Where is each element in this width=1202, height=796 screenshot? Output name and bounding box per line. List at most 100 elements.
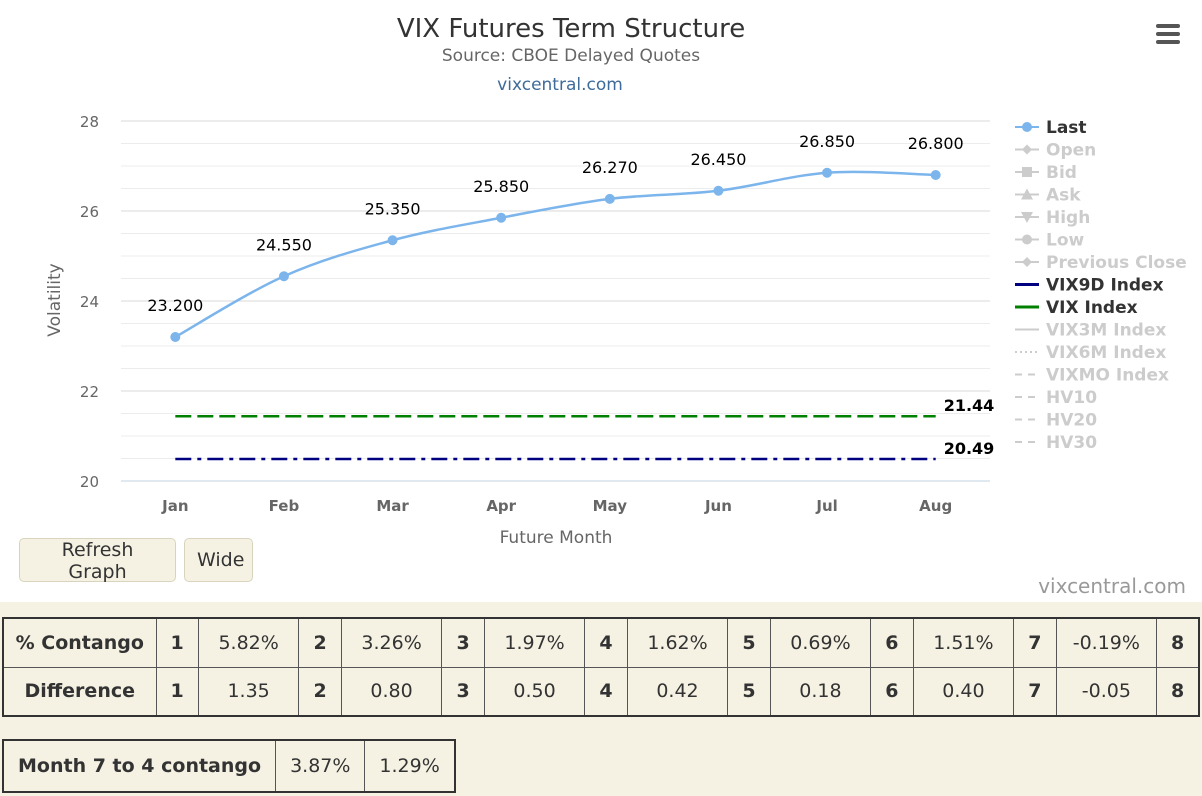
refresh-graph-button[interactable]: Refresh Graph: [19, 538, 176, 583]
legend-label: VIX3M Index: [1046, 321, 1166, 341]
contango-table: % Contango 1 5.82% 2 3.26% 3 1.97% 4 1.62% 5 0.69%…: [2, 617, 1200, 717]
table-cell: 0.69%: [769, 617, 872, 668]
legend-item[interactable]: VIX9D Index: [1015, 276, 1164, 296]
table-cell: 5.82%: [197, 617, 300, 668]
data-label: 25.850: [473, 177, 529, 196]
x-tick-label: Jul: [815, 497, 837, 515]
month-contango-value: 3.87%: [275, 739, 366, 793]
data-point: [822, 167, 833, 178]
legend-item[interactable]: VIX6M Index: [1015, 343, 1166, 363]
y-tick-label: 24: [80, 293, 99, 311]
legend-label: Bid: [1046, 163, 1077, 183]
hamburger-menu-icon[interactable]: [1152, 20, 1182, 48]
month-number: 6: [870, 666, 914, 717]
y-tick-label: 28: [80, 113, 99, 131]
legend-label: Low: [1046, 231, 1085, 251]
legend-label: VIXMO Index: [1046, 366, 1169, 386]
chart-source-link[interactable]: vixcentral.com: [497, 75, 623, 95]
month-contango-value: 1.29%: [364, 739, 456, 793]
y-axis-title: Volatility: [45, 263, 65, 336]
month-number: 2: [298, 666, 342, 717]
data-label: 24.550: [256, 235, 312, 254]
table-cell: 0.18: [769, 666, 872, 717]
data-label: 25.350: [365, 199, 421, 218]
table-cell: 1.51%: [912, 617, 1015, 668]
legend-item[interactable]: HV10: [1015, 388, 1097, 408]
data-point: [278, 271, 289, 282]
table-cell: 1.35: [197, 666, 300, 717]
month-contango-table: Month 7 to 4 contango 3.87% 1.29%: [2, 739, 456, 793]
legend-item[interactable]: Bid: [1015, 163, 1077, 183]
legend-item[interactable]: HV30: [1015, 433, 1097, 453]
chart-title: VIX Futures Term Structure: [397, 14, 745, 44]
legend-label: VIX Index: [1046, 298, 1138, 318]
legend-item[interactable]: VIXMO Index: [1015, 366, 1169, 386]
data-point: [170, 332, 181, 342]
y-tick-label: 26: [80, 203, 99, 221]
table-row: % Contango 1 5.82% 2 3.26% 3 1.97% 4 1.62% 5 0.69%…: [2, 617, 1200, 668]
table-cell: 0.50: [483, 666, 586, 717]
month-contango-label: Month 7 to 4 contango: [2, 739, 277, 793]
wide-button[interactable]: Wide: [184, 538, 253, 582]
row-header: Difference: [2, 666, 157, 717]
legend-item[interactable]: VIX Index: [1015, 298, 1138, 318]
reference-label: 20.49: [944, 439, 995, 458]
data-label: 26.270: [582, 158, 638, 177]
chart-subtitle: Source: CBOE Delayed Quotes: [442, 46, 700, 66]
legend-label: High: [1046, 208, 1090, 228]
table-cell: 0.42: [626, 666, 729, 717]
month-number: 8: [1156, 666, 1200, 717]
legend-item[interactable]: Low: [1015, 231, 1085, 251]
table-cell: 1.62%: [626, 617, 729, 668]
circle-marker-icon: [1022, 122, 1032, 132]
legend-label: HV20: [1046, 411, 1097, 431]
x-tick-label: Feb: [269, 497, 300, 515]
legend-item[interactable]: Previous Close: [1015, 253, 1187, 273]
legend-label: HV10: [1046, 388, 1097, 408]
data-label: 26.450: [690, 150, 746, 169]
triangle-marker-icon: [1021, 188, 1033, 200]
x-tick-label: Aug: [919, 497, 952, 515]
x-axis-ticks: Jan Feb Mar Apr May Jun Jul Aug: [161, 497, 952, 515]
diamond-marker-icon: [1022, 144, 1032, 155]
y-tick-label: 20: [80, 473, 99, 491]
month-number: 4: [584, 666, 628, 717]
table-cell: -0.19%: [1055, 617, 1158, 668]
table-row: Month 7 to 4 contango 3.87% 1.29%: [2, 739, 456, 793]
diamond-marker-icon: [1022, 257, 1032, 267]
data-label: 26.800: [908, 134, 964, 153]
y-tick-label: 22: [80, 383, 99, 401]
reference-label: 21.44: [944, 396, 995, 415]
legend-label: Ask: [1046, 186, 1081, 206]
legend-item[interactable]: Ask: [1015, 186, 1081, 206]
legend-item[interactable]: VIX3M Index: [1015, 321, 1166, 341]
month-number: 8: [1156, 617, 1200, 668]
grid-lines: [121, 120, 990, 482]
data-point: [496, 212, 507, 223]
legend-label: Last: [1046, 118, 1087, 138]
data-point: [387, 235, 398, 246]
row-header: % Contango: [2, 617, 157, 668]
x-tick-label: Mar: [376, 497, 409, 515]
x-tick-label: Jan: [161, 497, 188, 515]
legend-label: HV30: [1046, 433, 1097, 453]
table-row: Difference 1 1.35 2 0.80 3 0.50 4 0.42 5 0.18 6 0.40…: [2, 666, 1200, 717]
chart-credit[interactable]: vixcentral.com: [1038, 574, 1186, 598]
table-cell: 3.26%: [340, 617, 443, 668]
table-cell: 1.97%: [483, 617, 586, 668]
chart-panel: VIX Futures Term Structure Source: CBOE …: [0, 0, 1202, 602]
legend-item[interactable]: High: [1015, 208, 1090, 228]
data-point: [713, 185, 724, 196]
legend-label: VIX9D Index: [1046, 276, 1164, 296]
legend-label: VIX6M Index: [1046, 343, 1166, 363]
legend-item[interactable]: Open: [1015, 141, 1096, 161]
data-label: 26.850: [799, 132, 855, 151]
legend-item[interactable]: HV20: [1015, 411, 1097, 431]
legend-label: Open: [1046, 141, 1096, 161]
data-point: [604, 193, 615, 204]
month-number: 1: [155, 617, 199, 668]
month-number: 3: [441, 666, 485, 717]
legend-item[interactable]: Last: [1015, 118, 1087, 138]
month-number: 1: [155, 666, 199, 717]
month-number: 6: [870, 617, 914, 668]
